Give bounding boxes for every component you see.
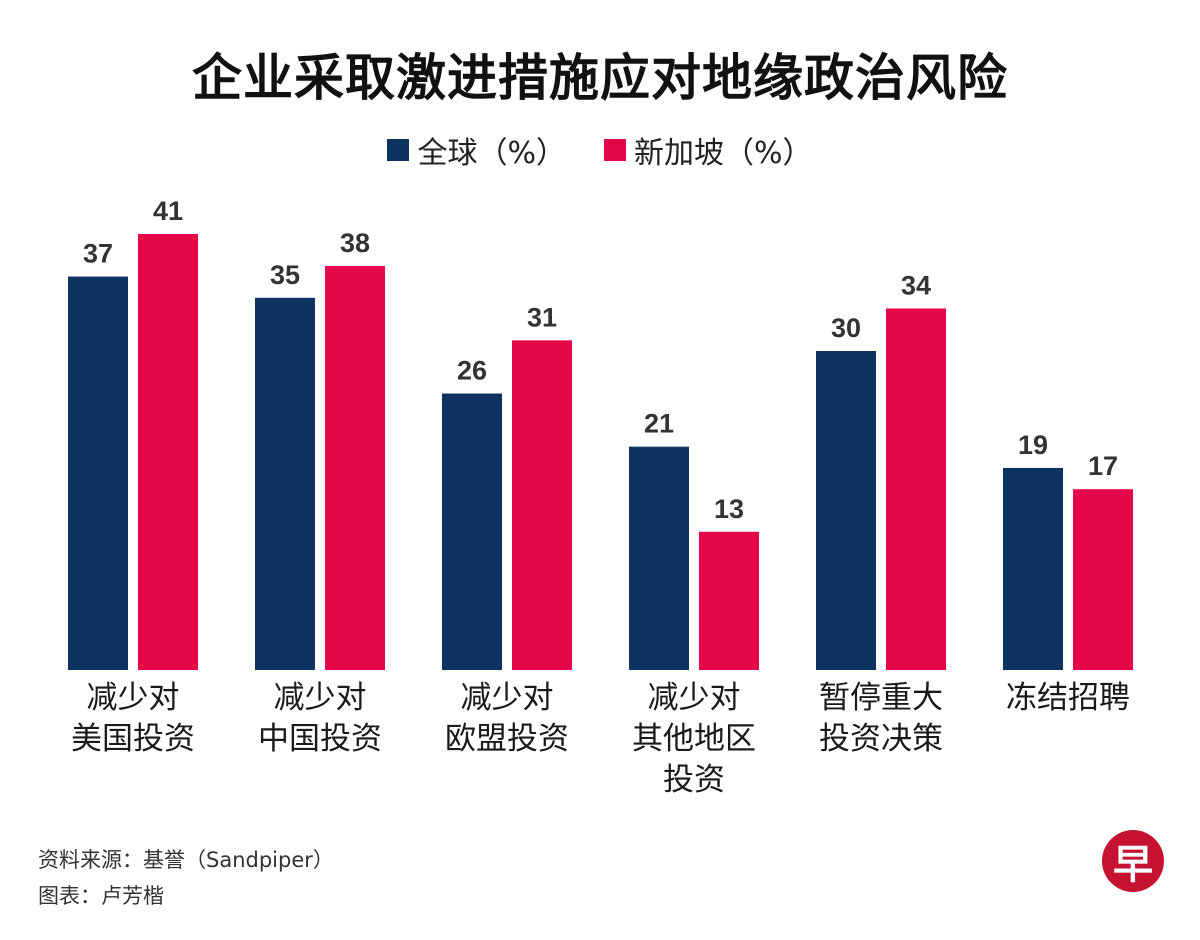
credit-line: 图表：卢芳楷 bbox=[38, 884, 164, 908]
bar-singapore-1 bbox=[325, 265, 385, 670]
category-label-0-line-1: 美国投资 bbox=[71, 721, 195, 757]
legend-label-singapore: 新加坡（%） bbox=[634, 136, 813, 171]
bar-singapore-0 bbox=[138, 234, 198, 670]
source-note: 资料来源：基誉（Sandpiper） 图表：卢芳楷 bbox=[38, 842, 334, 914]
bar-singapore-4 bbox=[886, 308, 946, 670]
data-label-singapore-3: 13 bbox=[714, 494, 744, 524]
data-label-global-3: 21 bbox=[644, 409, 674, 439]
data-label-singapore-1: 38 bbox=[340, 228, 370, 258]
data-label-singapore-5: 17 bbox=[1088, 451, 1118, 481]
legend-item-singapore: 新加坡（%） bbox=[604, 128, 813, 172]
category-label-5-line-0: 冻结招聘 bbox=[1006, 680, 1130, 716]
data-label-global-0: 37 bbox=[83, 239, 113, 269]
bar-singapore-5 bbox=[1073, 489, 1133, 670]
category-label-4-line-1: 投资决策 bbox=[819, 721, 943, 757]
legend-item-global: 全球（%） bbox=[387, 128, 566, 172]
data-label-global-1: 35 bbox=[270, 260, 300, 290]
data-label-global-5: 19 bbox=[1018, 430, 1048, 460]
legend: 全球（%） 新加坡（%） bbox=[0, 128, 1200, 172]
data-label-singapore-0: 41 bbox=[153, 196, 183, 226]
data-label-singapore-4: 34 bbox=[901, 270, 931, 300]
category-label-0-line-0: 减少对 bbox=[87, 680, 180, 716]
bar-global-3 bbox=[629, 446, 689, 670]
bar-global-0 bbox=[68, 276, 128, 670]
bar-global-5 bbox=[1003, 467, 1063, 670]
category-label-3-line-2: 投资 bbox=[663, 762, 725, 798]
source-line: 资料来源：基誉（Sandpiper） bbox=[38, 848, 334, 872]
chart-title: 企业采取激进措施应对地缘政治风险 bbox=[192, 49, 1008, 107]
data-label-global-2: 26 bbox=[457, 356, 487, 386]
category-label-1-line-1: 中国投资 bbox=[258, 721, 382, 757]
category-label-1-line-0: 减少对 bbox=[274, 680, 367, 716]
bar-singapore-2 bbox=[512, 340, 572, 670]
category-label-3-line-0: 减少对 bbox=[648, 680, 741, 716]
bar-global-2 bbox=[442, 393, 502, 670]
bar-singapore-3 bbox=[699, 531, 759, 670]
category-label-3-line-1: 其他地区 bbox=[632, 721, 756, 757]
category-label-4-line-0: 暂停重大 bbox=[819, 680, 943, 716]
legend-swatch-global bbox=[387, 139, 410, 161]
bar-global-1 bbox=[255, 297, 315, 670]
data-label-global-4: 30 bbox=[831, 313, 861, 343]
legend-swatch-singapore bbox=[604, 139, 626, 161]
category-label-2-line-1: 欧盟投资 bbox=[445, 721, 569, 757]
data-label-singapore-2: 31 bbox=[527, 302, 557, 332]
legend-label-global: 全球（%） bbox=[417, 136, 566, 171]
bar-global-4 bbox=[816, 350, 876, 670]
category-label-2-line-0: 减少对 bbox=[461, 680, 554, 716]
zaobao-logo: 早 bbox=[1102, 830, 1164, 892]
